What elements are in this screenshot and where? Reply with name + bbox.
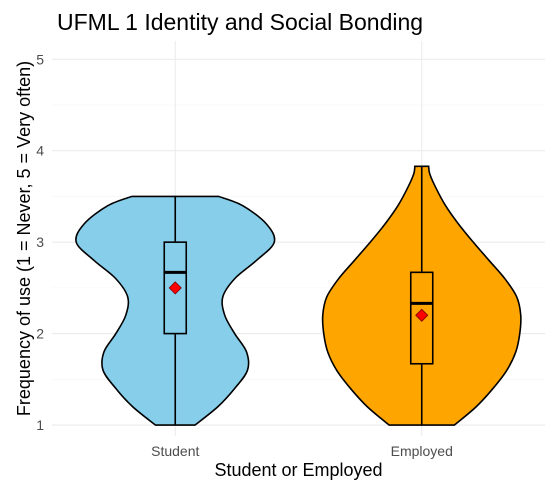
y-tick-label: 5 bbox=[36, 51, 44, 67]
y-tick-label: 3 bbox=[36, 234, 44, 250]
chart-title: UFML 1 Identity and Social Bonding bbox=[57, 9, 423, 35]
violins bbox=[75, 165, 522, 426]
mean-marker bbox=[168, 281, 182, 295]
y-tick-label: 4 bbox=[36, 143, 44, 159]
violin-student bbox=[75, 195, 276, 426]
mean-marker bbox=[415, 308, 429, 322]
x-tick-label: Employed bbox=[391, 443, 453, 459]
y-tick-label: 2 bbox=[36, 326, 44, 342]
x-tick-labels: Student Employed bbox=[151, 443, 453, 459]
y-tick-labels: 1 2 3 4 5 bbox=[36, 51, 44, 433]
y-tick-label: 1 bbox=[36, 417, 44, 433]
x-tick-label: Student bbox=[151, 443, 199, 459]
y-axis-title: Frequency of use (1 = Never, 5 = Very of… bbox=[14, 61, 34, 416]
violin-employed bbox=[321, 165, 522, 426]
x-axis-title: Student or Employed bbox=[214, 460, 382, 480]
